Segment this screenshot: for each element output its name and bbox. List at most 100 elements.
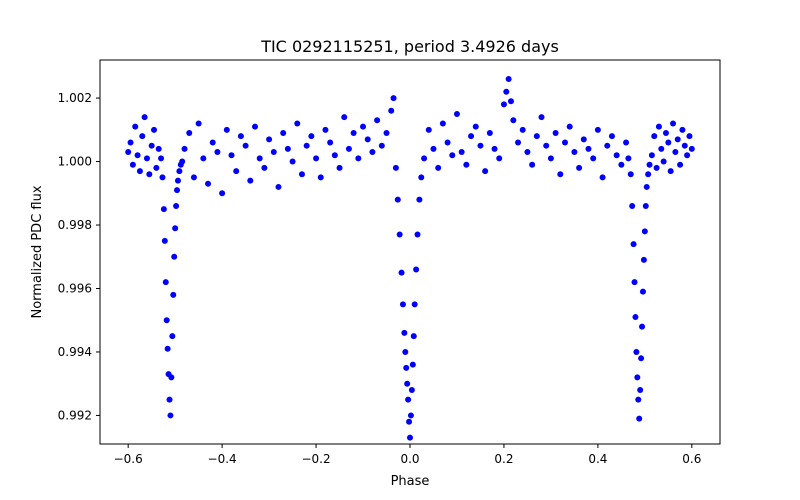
data-point — [341, 114, 348, 121]
y-tick-label: 0.994 — [58, 345, 92, 359]
data-point — [637, 387, 644, 394]
data-point — [543, 142, 550, 149]
data-point — [136, 168, 143, 175]
data-point — [284, 145, 291, 152]
data-point — [181, 145, 188, 152]
data-point — [510, 117, 517, 124]
data-point — [623, 139, 630, 146]
data-point — [350, 129, 357, 136]
data-point — [398, 269, 405, 276]
data-point — [625, 155, 632, 162]
data-point — [585, 145, 592, 152]
data-point — [247, 177, 254, 184]
data-point — [162, 279, 169, 286]
data-point — [677, 161, 684, 168]
data-point — [164, 345, 171, 352]
data-point — [275, 183, 282, 190]
x-tick-label: 0.0 — [400, 452, 419, 466]
data-point — [390, 95, 397, 102]
data-point — [141, 114, 148, 121]
data-point — [477, 142, 484, 149]
data-point — [651, 133, 658, 140]
data-point — [505, 76, 512, 83]
data-point — [172, 225, 179, 232]
data-point — [627, 171, 634, 178]
data-point — [639, 288, 646, 295]
data-point — [633, 348, 640, 355]
data-point — [667, 168, 674, 175]
data-point — [653, 164, 660, 171]
x-tick-label: 0.4 — [588, 452, 607, 466]
data-point — [169, 333, 176, 340]
x-tick-label: 0.6 — [682, 452, 701, 466]
data-point — [658, 145, 665, 152]
y-tick-label: 1.002 — [58, 91, 92, 105]
data-point — [418, 174, 425, 181]
data-point — [641, 228, 648, 235]
data-point — [223, 126, 230, 133]
data-point — [425, 126, 432, 133]
data-point — [646, 161, 653, 168]
data-point — [562, 139, 568, 146]
y-tick-label: 0.992 — [58, 408, 92, 422]
data-point — [407, 434, 413, 441]
data-point — [374, 117, 381, 124]
data-point — [331, 152, 338, 159]
data-point — [507, 98, 514, 105]
data-point — [674, 136, 681, 143]
x-tick-label: −0.6 — [114, 452, 143, 466]
data-point — [640, 256, 647, 263]
data-point — [642, 202, 649, 209]
data-point — [416, 196, 423, 203]
data-point — [322, 126, 329, 133]
data-point — [500, 101, 507, 108]
data-point — [219, 190, 226, 197]
data-point — [552, 129, 559, 136]
data-point — [629, 202, 636, 209]
data-point — [294, 120, 301, 127]
data-point — [410, 333, 417, 340]
data-point — [392, 164, 399, 171]
data-point — [679, 126, 686, 133]
data-point — [399, 301, 406, 308]
data-point — [159, 174, 166, 181]
data-point — [252, 123, 258, 130]
y-axis-label: Normalized PDC flux — [30, 185, 45, 318]
data-point — [496, 155, 503, 162]
data-point — [378, 142, 385, 149]
data-point — [174, 187, 181, 194]
data-point — [369, 149, 376, 156]
data-point — [672, 149, 679, 156]
data-point — [242, 142, 249, 149]
data-point — [298, 171, 305, 178]
data-point — [594, 126, 601, 133]
data-point — [580, 136, 587, 143]
data-point — [190, 174, 197, 181]
x-tick-label: −0.2 — [301, 452, 330, 466]
y-tick-label: 0.998 — [58, 218, 92, 232]
data-point — [402, 348, 409, 355]
data-point — [639, 323, 646, 330]
data-point — [261, 164, 268, 171]
data-point — [195, 120, 202, 127]
data-point — [688, 145, 695, 152]
data-point — [163, 317, 170, 324]
data-point — [186, 129, 193, 136]
data-point — [444, 139, 451, 146]
data-point — [405, 396, 412, 403]
data-point — [125, 149, 132, 156]
data-point — [503, 88, 510, 95]
y-axis: 0.992 0.994 0.996 0.998 1.000 1.002 — [58, 91, 100, 422]
data-point — [176, 168, 183, 175]
data-point — [604, 142, 611, 149]
data-point — [533, 133, 540, 140]
data-point — [608, 133, 615, 140]
data-point — [630, 241, 637, 248]
data-point — [529, 161, 536, 168]
data-point — [153, 164, 160, 171]
data-point — [662, 129, 669, 136]
data-point — [430, 145, 437, 152]
data-point — [355, 155, 362, 162]
data-point — [383, 129, 390, 136]
